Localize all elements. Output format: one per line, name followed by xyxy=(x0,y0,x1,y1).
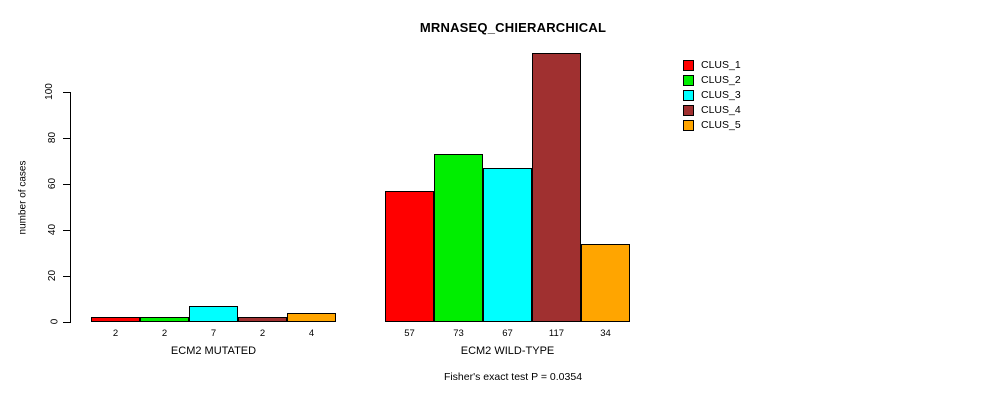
y-axis-tick-label: 20 xyxy=(18,270,58,281)
y-axis-tick xyxy=(63,230,70,231)
y-axis-tick-label-text: 0 xyxy=(49,318,61,325)
bar xyxy=(189,306,238,322)
group-axis-label: ECM2 WILD-TYPE xyxy=(460,345,555,357)
group-axis-label: ECM2 MUTATED xyxy=(170,345,257,357)
y-axis-tick xyxy=(63,276,70,277)
bar-value-label: 67 xyxy=(502,328,513,339)
bar xyxy=(532,53,581,322)
y-axis-tick-label-text: 100 xyxy=(44,83,56,100)
bar-value-label: 73 xyxy=(453,328,464,339)
bar xyxy=(238,317,287,322)
bar xyxy=(434,154,483,322)
legend-item: CLUS_4 xyxy=(683,103,813,118)
bar-value-label: 2 xyxy=(161,328,168,339)
legend-color-swatch xyxy=(683,60,694,71)
legend: CLUS_1 CLUS_2 CLUS_3 CLUS_4 CLUS_5 xyxy=(683,58,813,133)
bar-value-label: 57 xyxy=(404,328,415,339)
legend-item: CLUS_5 xyxy=(683,118,813,133)
bar-value-label: 2 xyxy=(259,328,266,339)
y-axis-tick-label-text: 60 xyxy=(46,177,58,190)
legend-item-label: CLUS_1 xyxy=(701,59,741,71)
statistical-test-note: Fisher's exact test P = 0.0354 xyxy=(0,371,990,383)
y-axis-tick xyxy=(63,92,70,93)
legend-item: CLUS_1 xyxy=(683,58,813,73)
y-axis-title: number of cases xyxy=(17,160,29,235)
y-axis-tick-label: 0 xyxy=(18,316,61,327)
bar-value-label: 2 xyxy=(112,328,119,339)
legend-color-swatch xyxy=(683,120,694,131)
bar-value-label: 117 xyxy=(548,328,565,339)
legend-color-swatch xyxy=(683,105,694,116)
bar xyxy=(581,244,630,322)
bar xyxy=(385,191,434,322)
legend-item-label: CLUS_4 xyxy=(701,104,741,116)
bar xyxy=(287,313,336,322)
y-axis-tick-label: 100 xyxy=(18,83,58,100)
y-axis-tick xyxy=(63,184,70,185)
legend-color-swatch xyxy=(683,90,694,101)
y-axis-tick-label-text: 80 xyxy=(46,131,58,144)
y-axis-tick xyxy=(63,138,70,139)
legend-item-label: CLUS_2 xyxy=(701,74,741,86)
legend-color-swatch xyxy=(683,75,694,86)
y-axis-tick-label-text: 40 xyxy=(46,223,58,236)
legend-item: CLUS_3 xyxy=(683,88,813,103)
chart-title: MRNASEQ_CHIERARCHICAL xyxy=(0,20,990,35)
bar-value-label: 4 xyxy=(308,328,315,339)
statistical-test-text: Fisher's exact test P = 0.0354 xyxy=(443,371,583,383)
bar xyxy=(483,168,532,322)
bar xyxy=(140,317,189,322)
y-axis-tick-label-text: 20 xyxy=(46,269,58,282)
legend-item-label: CLUS_5 xyxy=(701,119,741,131)
bar-value-label: 34 xyxy=(600,328,611,339)
bar-value-label: 7 xyxy=(210,328,217,339)
bar xyxy=(91,317,140,322)
chart-title-text: MRNASEQ_CHIERARCHICAL xyxy=(419,20,607,35)
legend-item: CLUS_2 xyxy=(683,73,813,88)
legend-item-label: CLUS_3 xyxy=(701,89,741,101)
y-axis-tick xyxy=(63,322,70,323)
y-axis-line xyxy=(70,92,71,323)
